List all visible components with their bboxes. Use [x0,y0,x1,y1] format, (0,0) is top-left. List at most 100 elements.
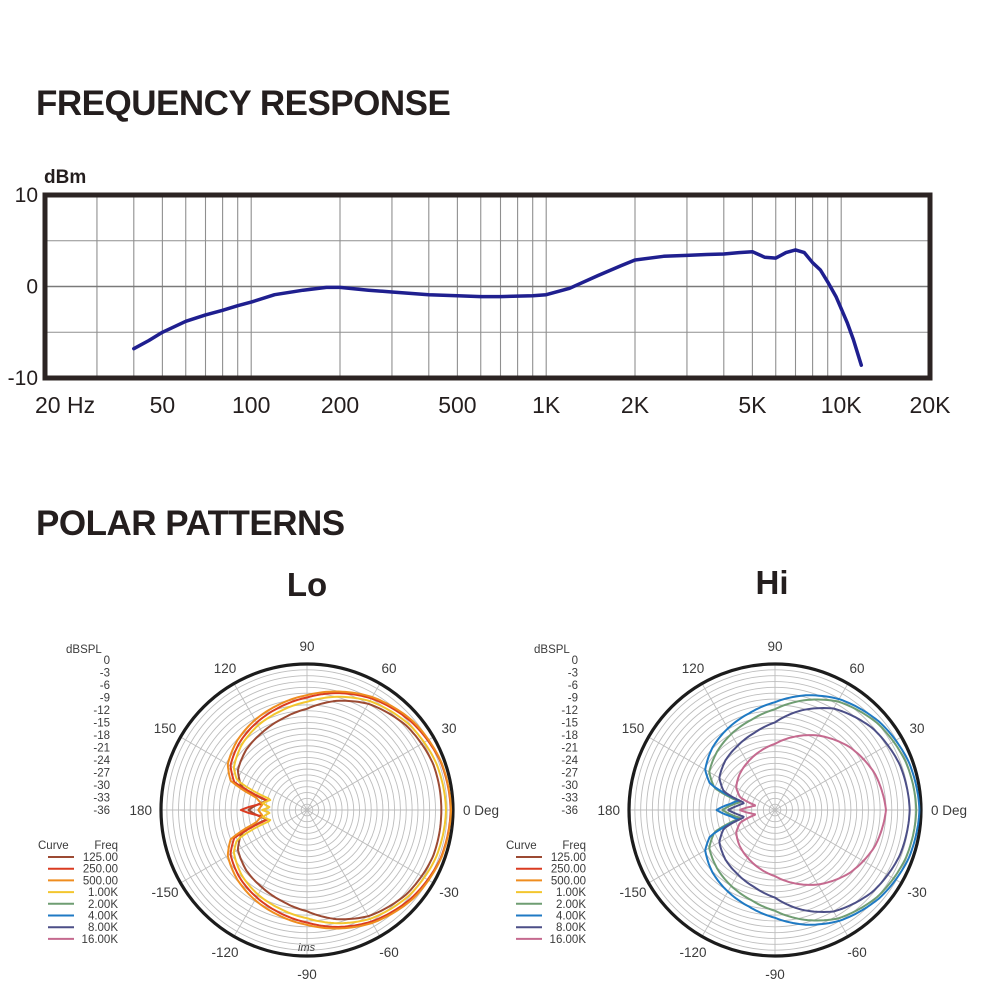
svg-text:180: 180 [597,803,620,818]
svg-text:-150: -150 [619,885,646,900]
svg-text:50: 50 [150,392,176,418]
svg-text:2K: 2K [621,392,650,418]
polar-curve-8.00K [718,707,911,913]
svg-text:-3: -3 [568,668,578,680]
svg-text:30: 30 [910,721,925,736]
fr-y-unit-label: dBm [44,167,86,188]
legend-label-125.00: 125.00 [551,852,586,864]
svg-text:150: 150 [154,721,177,736]
svg-text:-30: -30 [439,885,459,900]
svg-text:-30: -30 [93,780,110,792]
svg-text:500: 500 [438,392,476,418]
polar-curves [226,690,453,930]
legend-label-250.00: 250.00 [83,864,118,876]
polar-outer-circle [159,662,455,958]
polar-patterns-title: POLAR PATTERNS [36,504,345,543]
svg-text:-30: -30 [561,780,578,792]
polar-angle-labels: 90 120 60 150 30 180 0 Deg -150 -30 -120 -60 -90 [129,639,499,982]
svg-text:0 Deg: 0 Deg [463,803,499,818]
svg-text:-18: -18 [93,730,110,742]
polar-watermark: ims [298,942,316,954]
svg-text:5K: 5K [738,392,767,418]
polar-outer-circle [627,662,923,958]
legend-label-2.00K: 2.00K [88,899,118,911]
svg-text:100: 100 [232,392,270,418]
svg-text:120: 120 [682,661,705,676]
polar-grid [629,664,921,956]
svg-text:200: 200 [321,392,359,418]
svg-text:-15: -15 [93,718,110,730]
svg-text:-120: -120 [679,945,706,960]
svg-text:0: 0 [572,655,578,667]
polar-db-scale-title: dBSPL [534,644,570,656]
svg-text:-60: -60 [847,945,867,960]
svg-text:-36: -36 [561,805,578,817]
svg-text:-12: -12 [93,705,110,717]
svg-text:10K: 10K [821,392,863,418]
svg-text:-3: -3 [100,668,110,680]
polar-angle-labels: 90 120 60 150 30 180 0 Deg -150 -30 -120 -60 -90 [597,639,967,982]
svg-text:-9: -9 [568,693,578,705]
svg-text:60: 60 [849,661,864,676]
legend-freq-header: Freq [94,840,118,852]
legend-label-4.00K: 4.00K [556,911,586,923]
legend-curve-header: Curve [506,840,537,852]
legend-label-2.00K: 2.00K [556,899,586,911]
frequency-response-title: FREQUENCY RESPONSE [36,84,451,123]
polar-lo-label: Lo [286,566,328,603]
svg-text:20 Hz: 20 Hz [35,392,95,418]
polar-curve-4.00K [704,694,921,926]
legend-label-8.00K: 8.00K [88,922,118,934]
fr-curve [132,248,864,367]
svg-text:-21: -21 [561,743,578,755]
polar-legend: Curve Freq125.00250.00500.001.00K2.00K4.0… [38,840,118,946]
legend-label-500.00: 500.00 [83,875,118,887]
legend-label-125.00: 125.00 [83,852,118,864]
svg-text:30: 30 [442,721,457,736]
svg-text:150: 150 [622,721,645,736]
svg-text:0: 0 [104,655,110,667]
polar-hi-label: Hi [755,564,789,601]
svg-text:-30: -30 [907,885,927,900]
svg-text:-18: -18 [561,730,578,742]
legend-freq-header: Freq [562,840,586,852]
polar-chart-hi: 90 120 60 150 30 180 0 Deg -150 -30 -120 -60 -9 0dBS… [506,639,967,982]
svg-text:-27: -27 [93,768,110,780]
svg-text:-6: -6 [568,680,578,692]
svg-text:180: 180 [129,803,152,818]
legend-curve-header: Curve [38,840,69,852]
svg-text:-9: -9 [100,693,110,705]
svg-text:-27: -27 [561,768,578,780]
svg-text:-6: -6 [100,680,110,692]
svg-text:10: 10 [15,184,38,207]
legend-label-250.00: 250.00 [551,864,586,876]
svg-text:-24: -24 [93,755,110,767]
legend-label-1.00K: 1.00K [556,887,586,899]
svg-text:-90: -90 [297,967,317,982]
polar-curves [704,694,921,926]
polar-curve-500.00 [226,690,453,930]
svg-text:90: 90 [299,639,314,654]
svg-text:120: 120 [214,661,237,676]
svg-text:-24: -24 [561,755,578,767]
polar-curve-16.00K [735,734,887,886]
legend-label-4.00K: 4.00K [88,911,118,923]
svg-text:-15: -15 [561,718,578,730]
svg-text:-150: -150 [151,885,178,900]
svg-text:-36: -36 [93,805,110,817]
legend-label-16.00K: 16.00K [82,934,119,946]
svg-text:1K: 1K [532,392,561,418]
svg-text:-33: -33 [561,793,578,805]
svg-text:20K: 20K [910,392,952,418]
svg-text:0 Deg: 0 Deg [931,803,967,818]
svg-text:-10: -10 [8,367,38,390]
legend-label-8.00K: 8.00K [556,922,586,934]
svg-text:-33: -33 [93,793,110,805]
svg-text:90: 90 [767,639,782,654]
